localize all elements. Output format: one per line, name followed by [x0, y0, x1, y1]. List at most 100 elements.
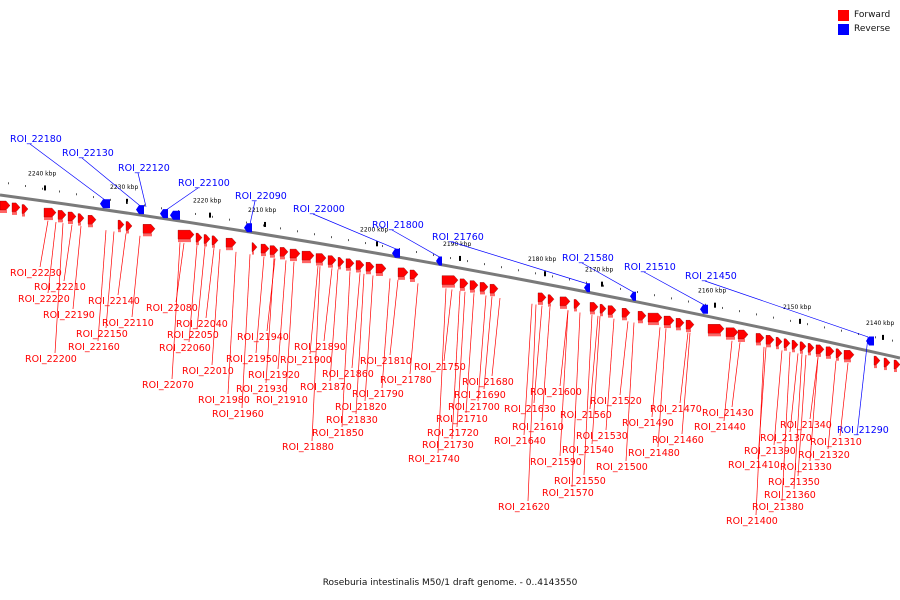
forward-gene-label: ROI_21520 [590, 396, 642, 407]
forward-gene-label: ROI_21460 [652, 435, 704, 446]
forward-gene-label: ROI_21550 [554, 476, 606, 487]
minor-tick [110, 198, 111, 201]
forward-leader-line [211, 249, 221, 366]
forward-gene-label: ROI_21690 [454, 390, 506, 401]
forward-gene-label: ROI_21330 [780, 462, 832, 473]
reverse-gene-label: ROI_21800 [372, 220, 424, 231]
forward-swatch [838, 9, 849, 21]
tick-mark [376, 241, 378, 247]
forward-gene [765, 335, 775, 345]
reverse-leader-line [643, 271, 707, 307]
forward-gene-shadow [118, 229, 121, 233]
forward-gene-label: ROI_21850 [312, 428, 364, 439]
forward-leader-line [456, 291, 466, 428]
forward-gene [685, 320, 695, 330]
forward-gene-shadow [366, 271, 371, 275]
forward-gene-label: ROI_21370 [760, 433, 812, 444]
forward-gene-label: ROI_21750 [414, 362, 466, 373]
forward-gene [459, 278, 469, 288]
forward-gene [269, 245, 279, 255]
minor-tick [433, 254, 434, 257]
forward-gene [775, 337, 783, 347]
forward-leader-line [105, 231, 115, 329]
forward-gene [815, 344, 825, 355]
forward-gene [345, 258, 355, 268]
forward-gene [279, 247, 289, 257]
forward-gene-shadow [212, 244, 215, 248]
forward-gene-label: ROI_22040 [176, 319, 228, 330]
forward-gene [337, 257, 345, 267]
forward-leader-line [839, 363, 849, 437]
minor-tick [246, 221, 247, 224]
tick-label: 2160 kbp [698, 288, 726, 295]
forward-gene-shadow [776, 346, 779, 350]
forward-gene-shadow [676, 327, 681, 331]
forward-leader-line [311, 266, 321, 442]
forward-gene-label: ROI_21500 [596, 462, 648, 473]
forward-gene-label: ROI_21830 [326, 415, 378, 426]
forward-gene-label: ROI_21590 [530, 457, 582, 468]
forward-leader-line [54, 223, 64, 354]
forward-leader-line [277, 260, 287, 370]
forward-leader-line [117, 233, 127, 296]
forward-gene [479, 282, 489, 292]
minor-tick [8, 182, 9, 185]
reverse-gene-label: ROI_22000 [293, 204, 345, 215]
minor-tick [637, 291, 638, 294]
forward-gene-label: ROI_21310 [810, 437, 862, 448]
forward-gene [883, 357, 891, 368]
forward-leader-line [809, 357, 819, 462]
tick-label: 2170 kbp [585, 267, 613, 274]
minor-tick [331, 236, 332, 239]
forward-leader-line [341, 271, 351, 428]
forward-gene [67, 211, 77, 222]
minor-tick [161, 207, 162, 210]
forward-gene-label: ROI_22070 [142, 380, 194, 391]
forward-leader-line [171, 242, 181, 380]
forward-leader-line [483, 296, 493, 390]
forward-gene-shadow [490, 293, 495, 297]
minor-tick [569, 278, 570, 281]
minor-tick [484, 263, 485, 266]
forward-leader-line [591, 316, 601, 445]
forward-gene-label: ROI_22210 [34, 282, 86, 293]
forward-gene-shadow [68, 220, 73, 224]
forward-gene-label: ROI_22200 [25, 354, 77, 365]
forward-leader-line [559, 310, 569, 387]
reverse-gene [700, 304, 708, 314]
forward-gene-shadow [280, 256, 285, 260]
forward-gene [142, 224, 156, 234]
legend-forward-label: Forward [854, 10, 891, 20]
forward-gene-shadow [290, 258, 297, 262]
legend-reverse: Reverse [838, 22, 890, 36]
forward-leader-line [97, 230, 107, 342]
forward-leader-line [827, 360, 837, 450]
forward-gene-label: ROI_22160 [68, 342, 120, 353]
forward-gene [799, 341, 807, 351]
forward-gene-label: ROI_21790 [352, 389, 404, 400]
minor-tick [348, 239, 349, 242]
forward-leader-line [205, 248, 215, 319]
forward-gene-shadow [600, 313, 603, 317]
reverse-gene-label: ROI_21450 [685, 271, 737, 282]
genome-backbone [0, 193, 900, 360]
forward-leader-line [39, 220, 49, 268]
reverse-swatch [838, 23, 849, 35]
forward-gene [195, 232, 203, 243]
reverse-leader-line [29, 143, 106, 201]
forward-leader-line [389, 279, 399, 356]
legend-forward: Forward [838, 8, 890, 22]
minor-tick [654, 294, 655, 297]
tick-mark [264, 221, 266, 227]
forward-gene [489, 284, 499, 294]
forward-gene-label: ROI_21630 [504, 404, 556, 415]
forward-leader-line [797, 354, 807, 477]
forward-gene-label: ROI_21960 [212, 409, 264, 420]
forward-gene [21, 204, 29, 214]
minor-tick [212, 215, 213, 218]
forward-gene-shadow [836, 357, 839, 361]
forward-gene-shadow [338, 266, 341, 270]
forward-gene [621, 308, 631, 318]
forward-gene [87, 215, 97, 225]
